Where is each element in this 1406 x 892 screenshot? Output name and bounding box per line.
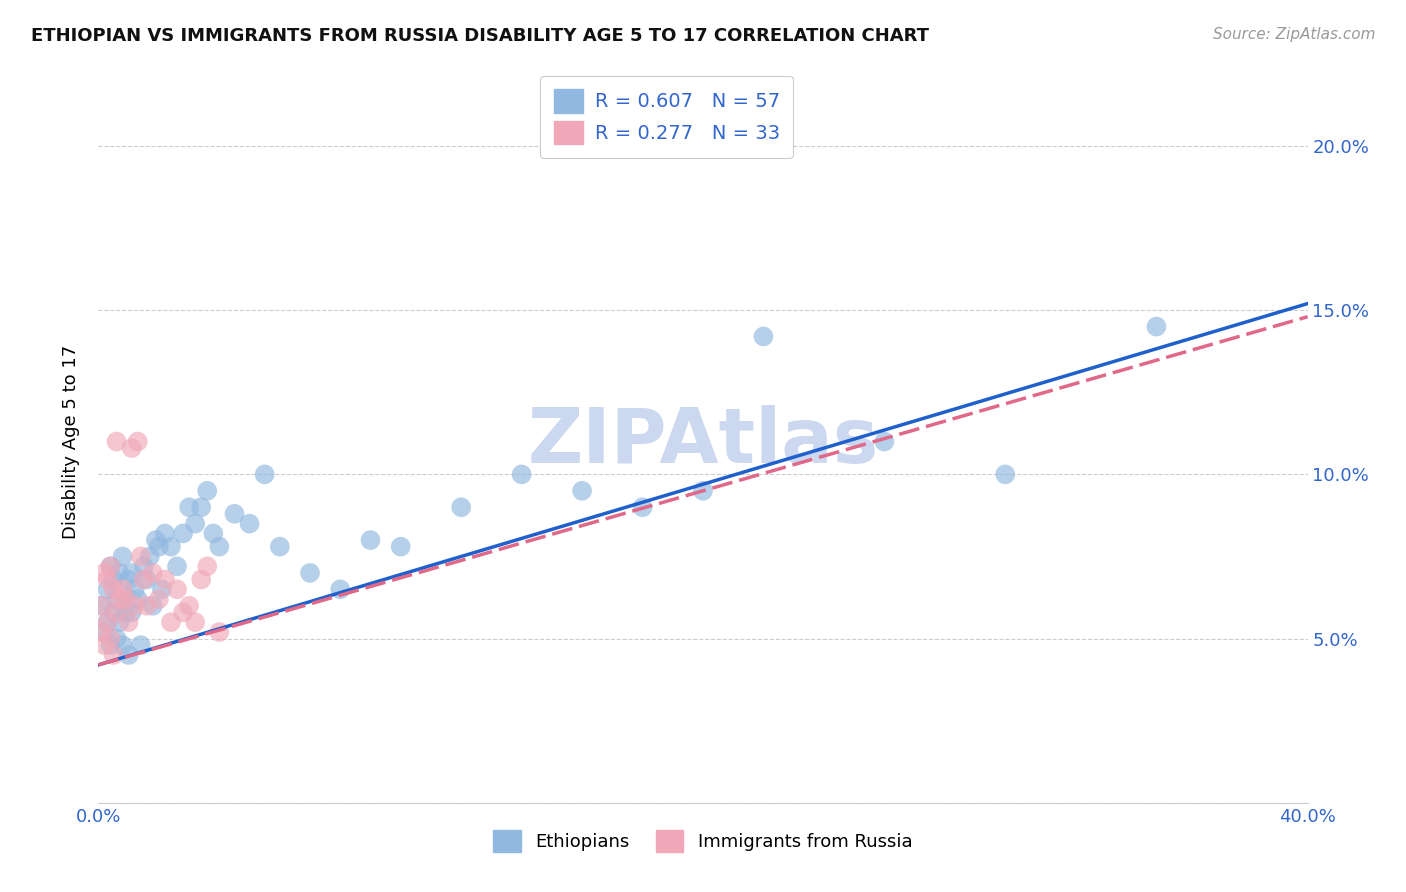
Point	[108, 592, 131, 607]
Point	[129, 549, 152, 564]
Point	[96, 582, 118, 597]
Point	[135, 573, 157, 587]
Point	[111, 549, 134, 564]
Point	[148, 592, 170, 607]
Point	[190, 573, 212, 587]
Point	[172, 605, 194, 619]
Point	[118, 615, 141, 630]
Point	[145, 533, 167, 547]
Text: ZIPAtlas: ZIPAtlas	[527, 405, 879, 478]
Point	[118, 648, 141, 662]
Point	[450, 500, 472, 515]
Point	[202, 526, 225, 541]
Point	[108, 615, 131, 630]
Point	[571, 483, 593, 498]
Point	[103, 582, 125, 597]
Point	[329, 582, 352, 597]
Point	[153, 526, 176, 541]
Point	[103, 648, 125, 662]
Point	[114, 589, 136, 603]
Point	[360, 533, 382, 547]
Point	[114, 605, 136, 619]
Point	[135, 599, 157, 613]
Point	[90, 599, 112, 613]
Point	[132, 559, 155, 574]
Y-axis label: Disability Age 5 to 17: Disability Age 5 to 17	[62, 344, 80, 539]
Point	[90, 625, 112, 640]
Point	[148, 540, 170, 554]
Point	[103, 573, 125, 587]
Point	[873, 434, 896, 449]
Point	[253, 467, 276, 482]
Point	[224, 507, 246, 521]
Text: ETHIOPIAN VS IMMIGRANTS FROM RUSSIA DISABILITY AGE 5 TO 17 CORRELATION CHART: ETHIOPIAN VS IMMIGRANTS FROM RUSSIA DISA…	[31, 27, 929, 45]
Point	[93, 638, 115, 652]
Point	[160, 540, 183, 554]
Point	[105, 632, 128, 646]
Point	[142, 599, 165, 613]
Point	[752, 329, 775, 343]
Point	[105, 592, 128, 607]
Point	[172, 526, 194, 541]
Point	[105, 605, 128, 619]
Point	[184, 516, 207, 531]
Point	[150, 582, 173, 597]
Legend: Ethiopians, Immigrants from Russia: Ethiopians, Immigrants from Russia	[486, 822, 920, 859]
Point	[93, 625, 115, 640]
Point	[121, 605, 143, 619]
Point	[299, 566, 322, 580]
Point	[142, 566, 165, 580]
Point	[127, 434, 149, 449]
Point	[160, 615, 183, 630]
Point	[179, 599, 201, 613]
Point	[208, 540, 231, 554]
Point	[105, 434, 128, 449]
Point	[96, 573, 118, 587]
Point	[153, 573, 176, 587]
Point	[389, 540, 412, 554]
Point	[96, 615, 118, 630]
Point	[118, 573, 141, 587]
Point	[100, 559, 122, 574]
Point	[208, 625, 231, 640]
Point	[166, 582, 188, 597]
Point	[1144, 319, 1167, 334]
Point	[510, 467, 533, 482]
Point	[124, 599, 146, 613]
Point	[166, 559, 188, 574]
Point	[195, 483, 218, 498]
Point	[269, 540, 291, 554]
Point	[108, 566, 131, 580]
Point	[121, 441, 143, 455]
Point	[100, 632, 122, 646]
Point	[132, 573, 155, 587]
Point	[111, 582, 134, 597]
Point	[111, 638, 134, 652]
Point	[692, 483, 714, 498]
Point	[96, 615, 118, 630]
Point	[90, 599, 112, 613]
Point	[124, 582, 146, 597]
Point	[139, 549, 162, 564]
Point	[129, 638, 152, 652]
Point	[195, 559, 218, 574]
Point	[179, 500, 201, 515]
Point	[100, 638, 122, 652]
Point	[103, 605, 125, 619]
Point	[994, 467, 1017, 482]
Point	[93, 566, 115, 580]
Point	[184, 615, 207, 630]
Point	[190, 500, 212, 515]
Point	[127, 592, 149, 607]
Point	[100, 559, 122, 574]
Point	[239, 516, 262, 531]
Point	[631, 500, 654, 515]
Point	[121, 566, 143, 580]
Text: Source: ZipAtlas.com: Source: ZipAtlas.com	[1212, 27, 1375, 42]
Point	[114, 592, 136, 607]
